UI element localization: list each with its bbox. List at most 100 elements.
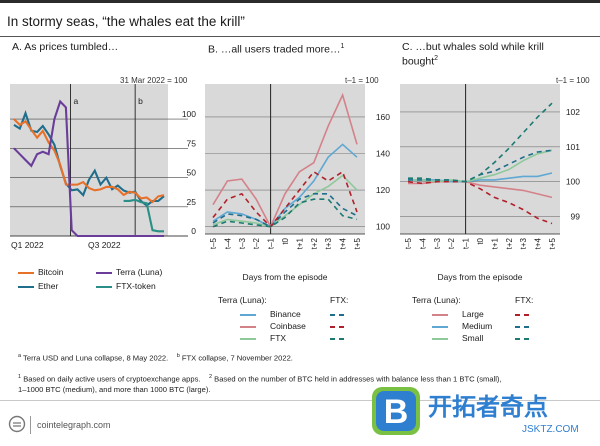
- brand-separator: [30, 416, 31, 434]
- panel-c-x-tick-label: t–1: [462, 237, 471, 249]
- legend-label-terra: Terra (Luna): [116, 267, 163, 277]
- cointelegraph-logo-icon: [8, 415, 26, 433]
- note-b-mark: b: [176, 353, 180, 359]
- panel-b-y-tick-label: 140: [376, 149, 390, 159]
- legend-c-dash-small-2: [524, 338, 529, 340]
- panel-b-footnote-ref: 1: [340, 43, 345, 50]
- panel-b-series-line: [212, 193, 358, 228]
- legend-b-dash-binance-1: [330, 314, 335, 316]
- panel-b-x-tick-label: t–1: [267, 237, 276, 249]
- panel-c-background: [400, 84, 560, 234]
- panel-a-unit: 31 Mar 2022 = 100: [120, 76, 188, 85]
- panel-a-series-line: [13, 99, 164, 238]
- legend-b-dash-ftx-1: [330, 338, 335, 340]
- legend-c-label-small: Small: [462, 333, 484, 343]
- panel-a-series-line: [13, 118, 165, 204]
- legend-b-swatch-binance: [240, 314, 256, 316]
- panel-b-x-tick-label: t–4: [223, 237, 232, 249]
- panel-a-y-tick-label: 0: [191, 226, 196, 236]
- brand-label[interactable]: cointelegraph.com: [37, 420, 111, 430]
- panel-b-x-tick-label: t0: [281, 237, 290, 244]
- panel-c-x-tick-label: t+4: [534, 237, 543, 249]
- panel-b-x-tick-label: t+3: [324, 237, 333, 249]
- legend-c-dash-small-1: [515, 338, 520, 340]
- panel-c-x-tick-label: t–2: [447, 237, 456, 249]
- legend-b-dash-coinbase-1: [330, 326, 335, 328]
- panel-a-y-tick-label: 75: [187, 138, 197, 148]
- note-a-mark: a: [18, 353, 22, 359]
- footnote-row-ab: a Terra USD and Luna collapse, 8 May 202…: [18, 351, 293, 364]
- legend-c-head-terra: Terra (Luna):: [412, 295, 461, 305]
- legend-label-ether: Ether: [38, 281, 59, 291]
- panel-a-title: A. As prices tumbled…: [12, 41, 119, 53]
- panel-a-series-line: [123, 198, 164, 233]
- panel-b-title-text: B. …all users traded more…: [208, 43, 341, 56]
- panel-c-x-tick-label: t+2: [505, 237, 514, 249]
- panel-c-title-line2: bought: [402, 55, 435, 68]
- panel-c-footnote-ref: 2: [434, 55, 439, 62]
- panel-c-y-tick-label: 102: [566, 107, 580, 117]
- panel-c-series-line: [408, 102, 553, 183]
- note-2-mark: 2: [208, 374, 212, 380]
- legend-swatch-bitcoin: [18, 272, 34, 274]
- legend-swatch-ether: [18, 286, 34, 288]
- legend-b-dash-ftx-2: [339, 338, 344, 340]
- panel-b-x-tick-label: t–2: [252, 237, 261, 249]
- panel-a-x-tick-label: Q3 2022: [88, 240, 121, 250]
- panel-c-title: C. …but whales sold while krill bought2: [402, 41, 544, 68]
- legend-c-swatch-large: [432, 314, 448, 316]
- legend-c-dash-large-1: [515, 314, 520, 316]
- panel-c-y-tick-label: 99: [571, 212, 581, 222]
- legend-b-head-ftx: FTX:: [330, 295, 349, 305]
- legend-b-swatch-ftx: [240, 338, 256, 340]
- title-separator: [0, 36, 600, 37]
- top-rule: [0, 0, 600, 3]
- legend-c-swatch-medium: [432, 326, 448, 328]
- panel-b-series-line: [212, 143, 358, 228]
- note-2-text: Based on the number of BTC held in addre…: [214, 374, 502, 384]
- panel-b-series-line: [212, 170, 358, 228]
- panel-a-event-label: b: [138, 96, 143, 106]
- legend-label-bitcoin: Bitcoin: [38, 267, 64, 277]
- panel-c-x-tick-label: t–5: [404, 237, 413, 249]
- note-2-text-cont: 1–1000 BTC (medium), and more than 1000 …: [18, 384, 211, 394]
- figure-title: In stormy seas, “the whales eat the kril…: [7, 14, 245, 29]
- panel-c-series-line: [408, 180, 553, 199]
- legend-c-dash-medium-1: [515, 326, 520, 328]
- panel-c-x-axis-title: Days from the episode: [437, 272, 522, 282]
- panel-b-y-tick-label: 160: [376, 112, 390, 122]
- panel-a-y-tick-label: 100: [182, 109, 196, 119]
- panel-c-y-tick-label: 100: [566, 177, 580, 187]
- panel-b-series-line: [212, 92, 358, 229]
- panel-b-series-line: [212, 198, 358, 228]
- panel-a-x-tick-label: Q1 2022: [11, 240, 44, 250]
- panel-b-x-tick-label: t–3: [238, 237, 247, 249]
- legend-label-ftx-token: FTX-token: [116, 281, 156, 291]
- panel-c-series-line: [407, 180, 553, 225]
- panel-c-x-tick-label: t+5: [548, 237, 557, 249]
- panel-b-x-tick-label: t+1: [295, 237, 304, 249]
- legend-c-head-ftx: FTX:: [515, 295, 534, 305]
- panel-b-x-tick-label: t–5: [209, 237, 218, 249]
- panel-c-unit: t–1 = 100: [556, 76, 590, 85]
- panel-c-x-tick-label: t+1: [490, 237, 499, 249]
- panel-c-x-tick-label: t+3: [519, 237, 528, 249]
- panel-a-y-tick-label: 50: [187, 168, 197, 178]
- panel-a-background: [10, 84, 168, 236]
- watermark-cn: 开拓者奇点: [428, 393, 548, 421]
- legend-c-swatch-small: [432, 338, 448, 340]
- legend-c-dash-medium-2: [524, 326, 529, 328]
- chart-panel-b: 100 120 140 160 t–5 t–4 t–3 t–2 t–1 t0 t+1 t+2 t+3 t+…: [205, 84, 390, 282]
- panel-a-y-tick-label: 25: [187, 197, 197, 207]
- legend-c-label-medium: Medium: [462, 321, 493, 331]
- panel-c-x-tick-label: t–3: [433, 237, 442, 249]
- legend-b-swatch-coinbase: [240, 326, 256, 328]
- panel-b-x-tick-label: t+5: [353, 237, 362, 249]
- panel-b-x-tick-label: t+4: [339, 237, 348, 249]
- legend-b-head-terra: Terra (Luna):: [218, 295, 267, 305]
- note-1-mark: 1: [18, 374, 22, 380]
- panel-b-y-tick-label: 100: [376, 222, 390, 232]
- legend-b-dash-binance-2: [339, 314, 344, 316]
- bottom-rule: [0, 400, 600, 401]
- legend-c-label-large: Large: [462, 309, 484, 319]
